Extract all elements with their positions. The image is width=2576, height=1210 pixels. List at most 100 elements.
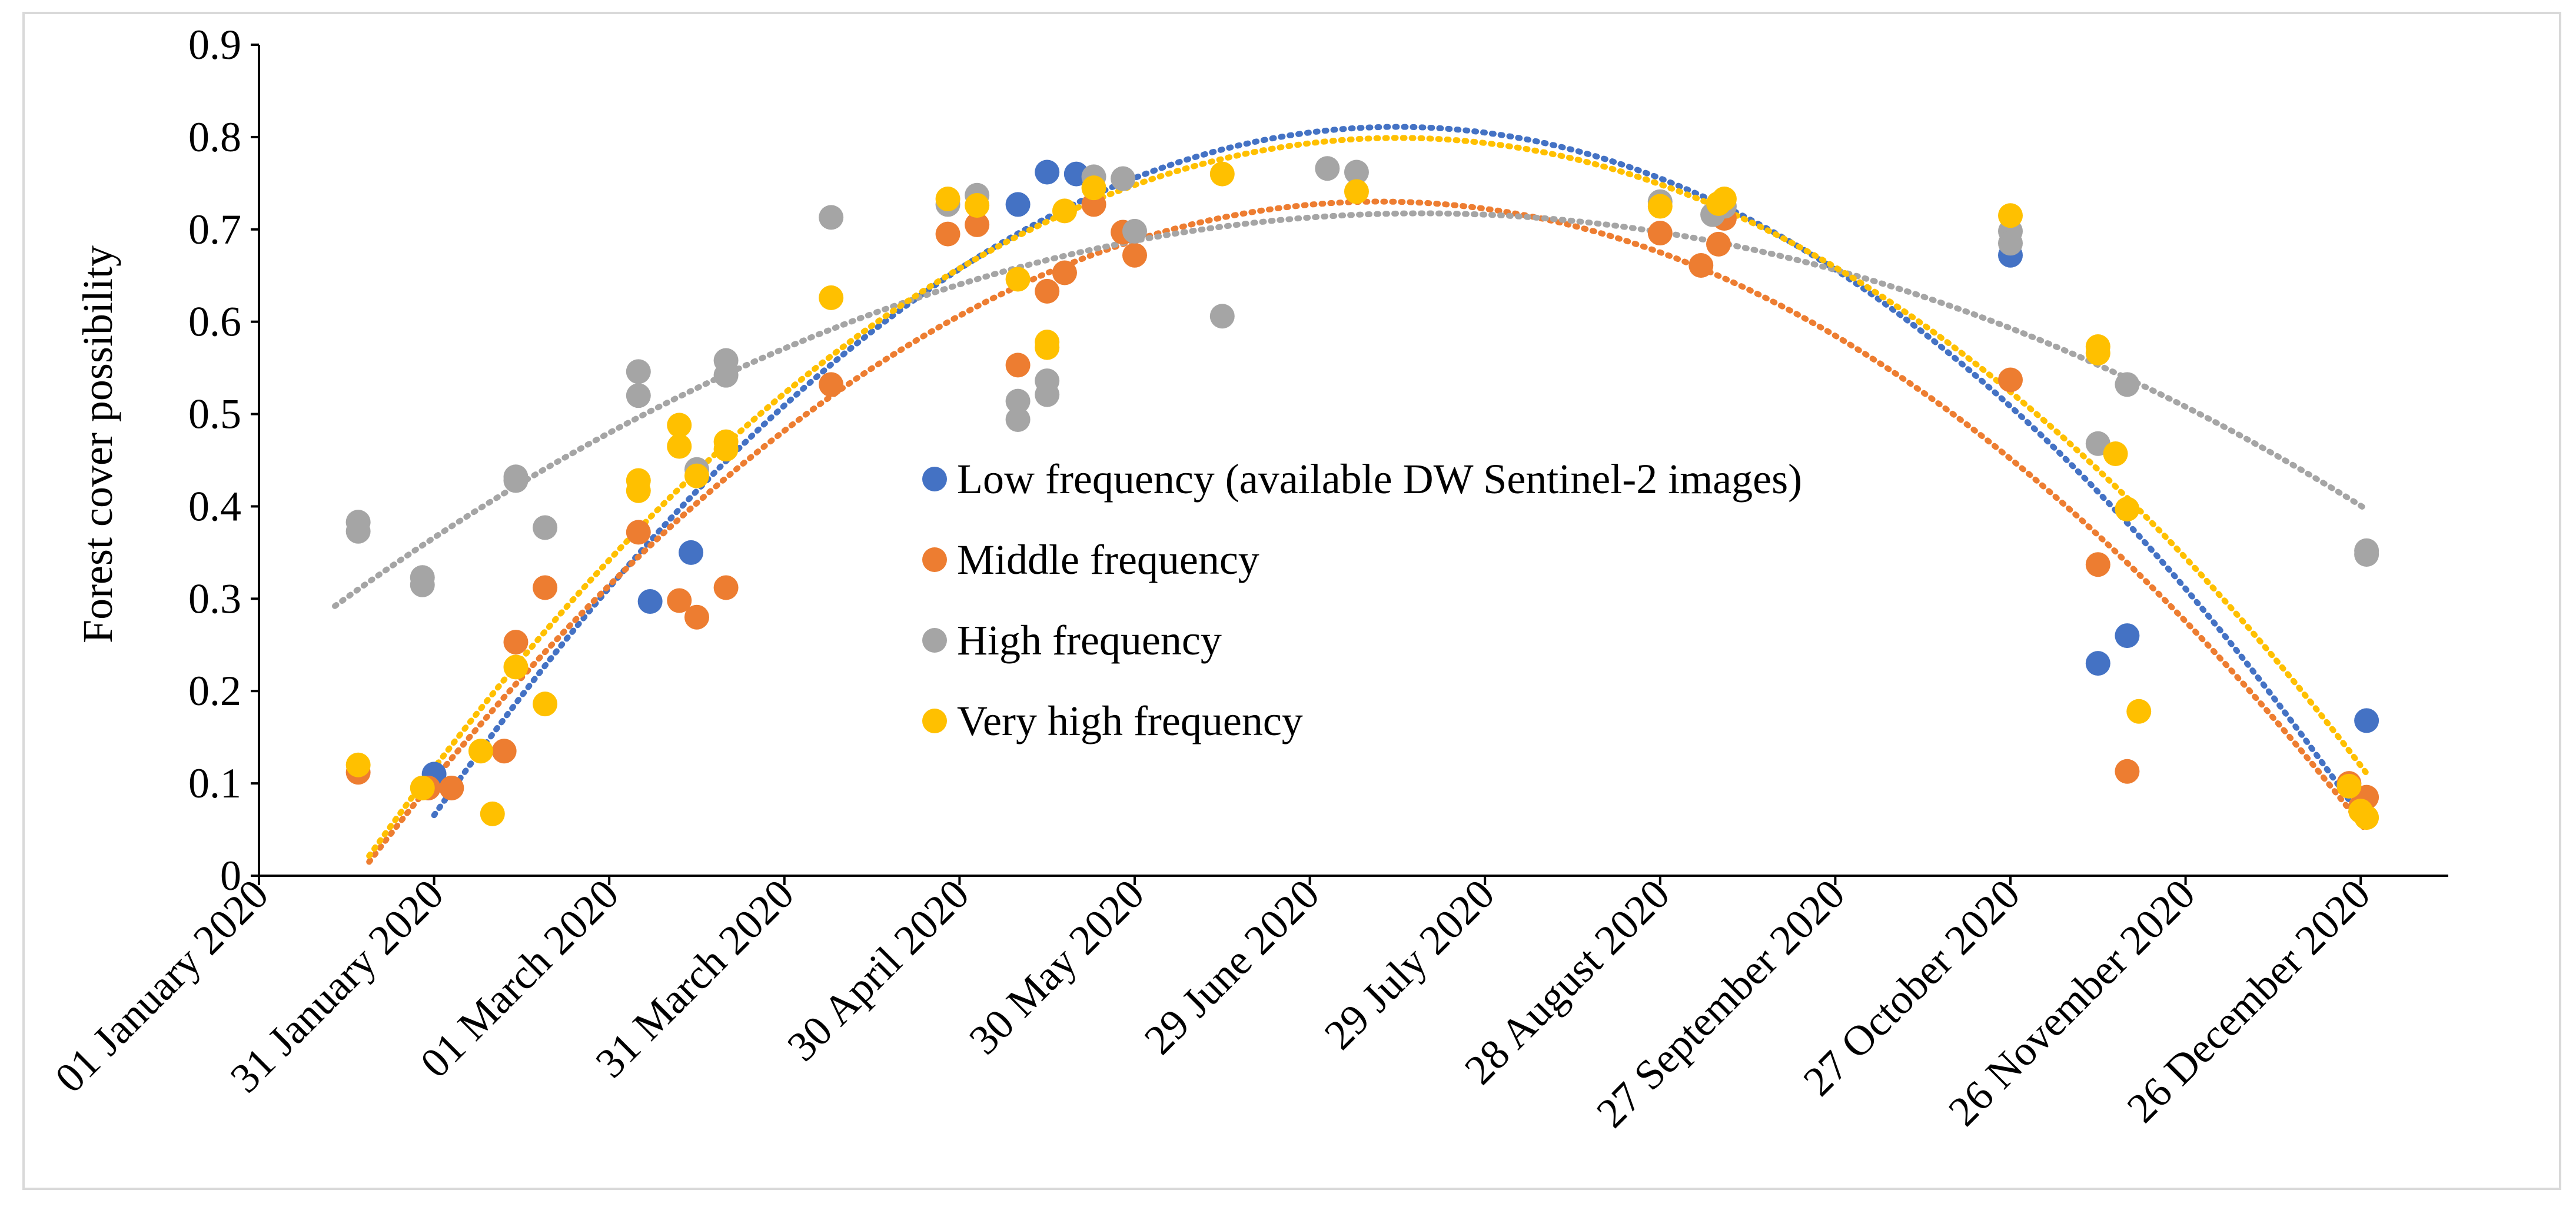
data-point-series-3	[626, 383, 651, 408]
data-point-series-1	[637, 589, 663, 614]
legend-label-3: High frequency	[957, 617, 1222, 664]
data-point-series-1	[2085, 651, 2110, 676]
data-point-series-4	[468, 739, 493, 764]
data-point-series-4	[2115, 497, 2140, 522]
trendline-series-3	[332, 210, 2370, 609]
y-tick-label: 0.8	[188, 114, 241, 161]
data-point-series-3	[1005, 388, 1031, 414]
data-point-series-2	[2085, 552, 2110, 577]
data-point-series-4	[713, 437, 739, 462]
data-point-series-3	[410, 572, 435, 597]
data-point-series-1	[1005, 192, 1031, 217]
data-point-series-3	[1998, 231, 2023, 256]
data-point-series-4	[965, 192, 990, 218]
data-point-series-4	[533, 692, 558, 717]
legend-marker-2	[922, 547, 947, 572]
data-point-series-3	[345, 518, 371, 544]
legend-label-2: Middle frequency	[957, 536, 1259, 583]
data-point-series-4	[1647, 194, 1673, 219]
data-point-series-4	[935, 187, 960, 212]
data-point-series-4	[345, 752, 371, 777]
data-points	[345, 156, 2379, 830]
data-point-series-2	[713, 575, 739, 600]
data-point-series-3	[626, 359, 651, 384]
data-point-series-2	[503, 630, 529, 655]
y-tick-label: 0.9	[188, 21, 241, 68]
data-point-series-2	[684, 604, 709, 630]
data-point-series-3	[1209, 304, 1235, 329]
y-tick-label: 0.5	[188, 391, 241, 438]
data-point-series-4	[2126, 699, 2152, 724]
legend-marker-1	[922, 467, 947, 491]
data-point-series-2	[626, 520, 651, 545]
data-point-series-2	[1122, 242, 1147, 268]
data-point-series-4	[667, 434, 692, 459]
data-point-series-4	[684, 463, 709, 488]
y-axis-title: Forest cover possibility	[74, 245, 121, 643]
data-point-series-4	[503, 654, 529, 680]
data-point-series-3	[1005, 407, 1031, 432]
data-point-series-3	[503, 468, 529, 493]
data-point-series-4	[410, 775, 435, 800]
data-point-series-4	[626, 478, 651, 503]
data-point-series-2	[1706, 231, 1731, 257]
data-point-series-4	[1344, 179, 1369, 204]
y-tick-label: 0.4	[188, 483, 241, 530]
data-point-series-3	[2354, 542, 2379, 567]
data-point-series-4	[2085, 341, 2110, 366]
data-point-series-4	[1711, 187, 1737, 212]
data-point-series-4	[667, 413, 692, 438]
y-tick-label: 0.7	[188, 206, 241, 253]
data-point-series-1	[679, 540, 704, 565]
data-point-series-4	[480, 801, 505, 826]
y-tick-label: 0.3	[188, 575, 241, 622]
trendline-series-1	[431, 124, 2370, 828]
y-tick-label: 0	[220, 852, 241, 899]
y-tick-label: 0.2	[188, 667, 241, 714]
data-point-series-3	[1111, 166, 1136, 191]
y-tick-label: 0.6	[188, 298, 241, 345]
data-point-series-1	[2354, 708, 2379, 733]
data-point-series-2	[819, 372, 844, 397]
data-point-series-4	[1005, 267, 1031, 292]
data-point-series-3	[1122, 218, 1147, 244]
trendline-series-2	[366, 198, 2370, 865]
data-point-series-3	[1035, 382, 1060, 407]
data-point-series-2	[1005, 353, 1031, 378]
data-point-series-4	[2354, 805, 2379, 830]
data-point-series-3	[819, 205, 844, 230]
legend-marker-3	[922, 628, 947, 653]
data-point-series-4	[1081, 175, 1106, 201]
data-point-series-2	[667, 588, 692, 613]
data-point-series-2	[491, 739, 517, 764]
data-point-series-2	[965, 212, 990, 237]
data-point-series-4	[819, 285, 844, 310]
data-point-series-4	[2336, 773, 2362, 799]
data-point-series-2	[1052, 260, 1077, 285]
data-point-series-2	[533, 575, 558, 600]
data-point-series-2	[2115, 759, 2140, 784]
data-point-series-4	[1035, 335, 1060, 360]
data-point-series-3	[1315, 156, 1340, 181]
data-point-series-3	[2115, 372, 2140, 397]
data-point-series-2	[1998, 367, 2023, 393]
data-point-series-3	[1344, 159, 1369, 185]
legend-label-4: Very high frequency	[957, 697, 1303, 744]
data-point-series-4	[1998, 203, 2023, 228]
chart-border	[22, 12, 2561, 1190]
data-point-series-3	[713, 363, 739, 388]
data-point-series-1	[2115, 623, 2140, 649]
data-point-series-3	[533, 515, 558, 540]
data-point-series-2	[1688, 252, 1714, 278]
y-tick-label: 0.1	[188, 760, 241, 807]
legend-label-1: Low frequency (available DW Sentinel-2 i…	[957, 456, 1802, 503]
data-point-series-2	[1035, 278, 1060, 304]
data-point-series-4	[2103, 441, 2128, 467]
legend-marker-4	[922, 709, 947, 733]
legend: Low frequency (available DW Sentinel-2 i…	[922, 456, 1802, 744]
data-point-series-2	[439, 775, 464, 800]
data-point-series-1	[1035, 159, 1060, 185]
data-point-series-4	[1052, 198, 1077, 224]
